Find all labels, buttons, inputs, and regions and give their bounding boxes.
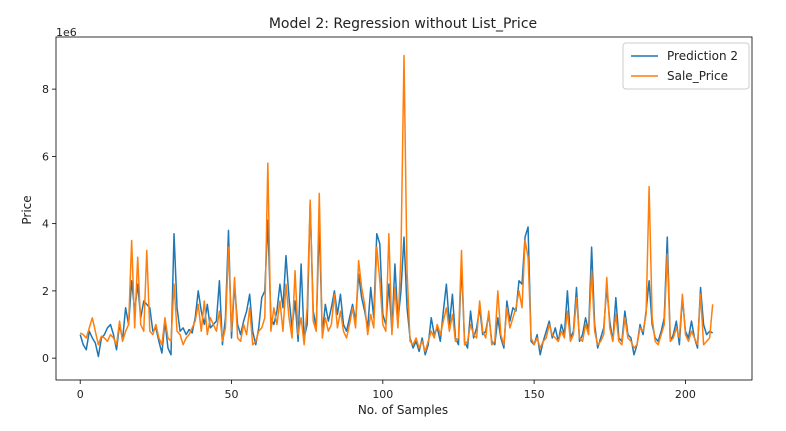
x-axis: 0 50 100 150 200 [77,380,696,401]
x-tick-label: 100 [372,388,393,401]
y-axis: 0 2 4 6 8 [42,83,56,365]
y-axis-label: Price [20,195,34,224]
legend-box [622,42,750,90]
x-tick-label: 150 [524,388,545,401]
x-tick-label: 50 [225,388,239,401]
plot-area: 0 50 100 150 200 0 2 4 6 8 [42,36,753,401]
plot-frame [55,36,753,381]
legend-label-sale-price: Sale_Price [667,69,728,83]
x-tick-label: 200 [675,388,696,401]
y-offset-label: 1e6 [56,26,77,39]
series-line-sale-price [79,54,714,353]
x-tick-label: 0 [77,388,84,401]
legend-label-prediction-2: Prediction 2 [667,49,738,63]
y-tick-label: 2 [42,285,49,298]
y-tick-label: 8 [42,83,49,96]
x-axis-label: No. of Samples [358,403,448,417]
series-layer [79,54,714,358]
chart-title: Model 2: Regression without List_Price [269,16,537,32]
y-tick-label: 0 [42,352,49,365]
y-tick-label: 6 [42,150,49,163]
legend: Prediction 2 Sale_Price [622,42,750,90]
y-tick-label: 4 [42,218,49,231]
